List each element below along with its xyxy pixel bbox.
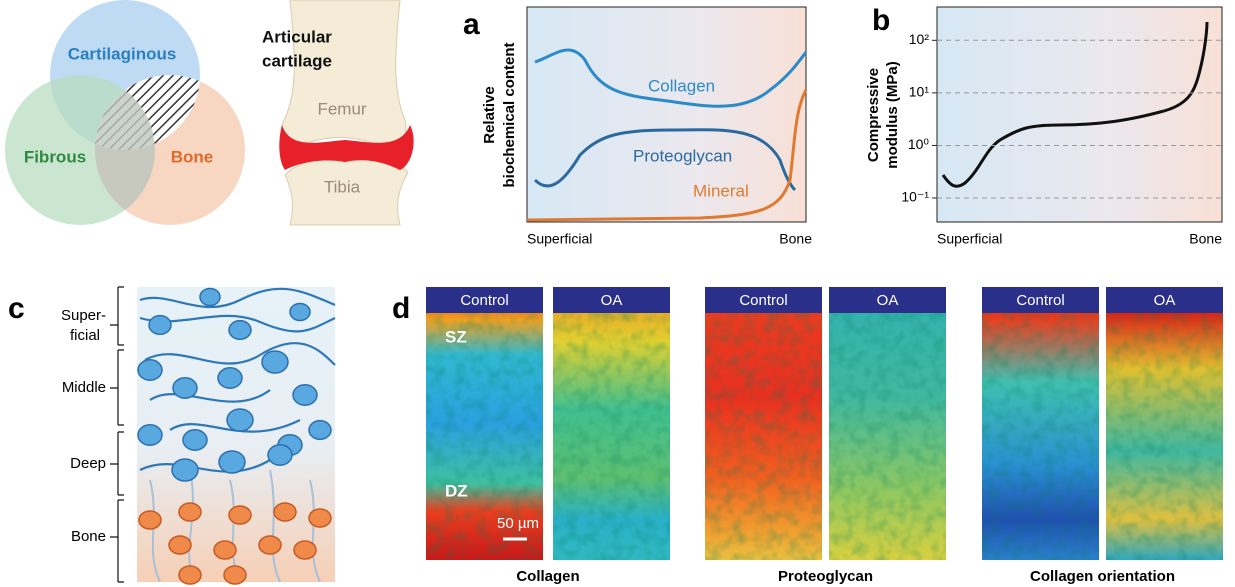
venn-label: Cartilaginous: [68, 44, 177, 63]
bone-label: Femur: [317, 99, 366, 118]
chondrocyte: [268, 445, 292, 465]
panel-letter: b: [872, 4, 890, 37]
heatmap-title: OA: [877, 292, 899, 309]
x-axis-label: Superficial: [937, 231, 1002, 247]
heatmap-texture: [982, 287, 1099, 560]
joint-title: Articular: [262, 27, 332, 46]
chondrocyte: [149, 316, 171, 335]
panel-b: b Compressive modulus (MPa) Superficial …: [865, 4, 1222, 247]
joint: Articular cartilage Femur Tibia: [262, 0, 414, 225]
bone-cell: [259, 536, 281, 554]
zone-label: Deep: [70, 455, 106, 472]
chondrocyte: [173, 378, 197, 398]
chondrocyte: [309, 421, 331, 440]
y-tick-label: 10⁰: [908, 136, 930, 152]
zone-label: ficial: [70, 327, 100, 344]
heatmap-title: Control: [1016, 292, 1064, 309]
venn-label: Fibrous: [24, 147, 86, 166]
group-title: Collagen orientation: [1030, 568, 1175, 585]
heatmap-texture: [705, 287, 822, 560]
panel-a: a Relative biochemical content Superfici…: [463, 7, 812, 247]
x-axis-label: Bone: [1189, 231, 1222, 247]
chondrocyte: [138, 425, 162, 445]
bone-cell: [274, 503, 296, 521]
bone-cell: [224, 566, 246, 584]
zone-bracket: [110, 287, 124, 582]
chondrocyte: [172, 459, 198, 481]
zone-label: SZ: [445, 327, 467, 346]
panel-letter: a: [463, 8, 480, 41]
bone-cell: [214, 541, 236, 559]
y-axis-label: modulus (MPa): [884, 61, 901, 169]
venn-label: Bone: [171, 147, 214, 166]
bone-cell: [179, 566, 201, 584]
heatmap-texture: [553, 287, 670, 560]
chondrocyte: [262, 351, 288, 373]
panel-c: c Super- ficial Middle Deep Bone: [8, 287, 335, 584]
bone-label: Tibia: [324, 177, 361, 196]
heatmap-texture: [829, 287, 946, 560]
bone-cell: [309, 509, 331, 527]
bone-cell: [139, 511, 161, 529]
panel-letter: d: [392, 292, 410, 325]
y-axis-label: Relative: [481, 86, 498, 144]
heatmap-title: Control: [460, 292, 508, 309]
chondrocyte: [290, 304, 310, 321]
venn: Cartilaginous Fibrous Bone: [5, 0, 245, 225]
scale-bar-label: 50 µm: [497, 515, 539, 532]
chondrocyte: [219, 451, 245, 473]
y-axis-label: Compressive: [865, 68, 882, 162]
zone-label: DZ: [445, 481, 468, 500]
panel-d: d Control OA Collagen Control OA Proteoglycan…: [392, 287, 1223, 585]
curve-label: Proteoglycan: [633, 146, 732, 165]
plot-area: [527, 7, 806, 222]
figure: Cartilaginous Fibrous Bone Articular car…: [0, 0, 1235, 587]
chondrocyte: [218, 368, 242, 388]
zone-label: Super-: [61, 307, 106, 324]
bone-cell: [169, 536, 191, 554]
page: { "venn": {"cartilaginous": "Cartilagino…: [0, 0, 1235, 587]
chondrocyte: [138, 360, 162, 380]
heatmap-title: Control: [739, 292, 787, 309]
y-axis-label: biochemical content: [501, 42, 518, 187]
zone-label: Middle: [62, 379, 106, 396]
y-tick-label: 10¹: [909, 84, 930, 100]
panel-letter: c: [8, 292, 25, 325]
femur: [281, 0, 406, 145]
joint-title: cartilage: [262, 51, 332, 70]
group-title: Proteoglycan: [778, 568, 873, 585]
x-axis-label: Bone: [779, 231, 812, 247]
heatmap-title: OA: [1154, 292, 1176, 309]
chondrocyte: [293, 385, 317, 405]
chondrocyte: [200, 289, 220, 306]
x-axis-label: Superficial: [527, 231, 592, 247]
chondrocyte: [229, 321, 251, 340]
curve-label: Mineral: [693, 181, 749, 200]
heatmap-title: OA: [601, 292, 623, 309]
bone-cell: [179, 503, 201, 521]
y-tick-label: 10²: [909, 31, 930, 47]
chondrocyte: [183, 430, 207, 450]
bone-cell: [229, 506, 251, 524]
plot-area: [937, 7, 1222, 222]
bone-cell: [294, 541, 316, 559]
zone-label: Bone: [71, 528, 106, 545]
y-tick-label: 10⁻¹: [901, 189, 929, 205]
chondrocyte: [227, 409, 253, 431]
curve-label: Collagen: [648, 76, 715, 95]
group-title: Collagen: [516, 568, 579, 585]
heatmap-texture: [1106, 287, 1223, 560]
